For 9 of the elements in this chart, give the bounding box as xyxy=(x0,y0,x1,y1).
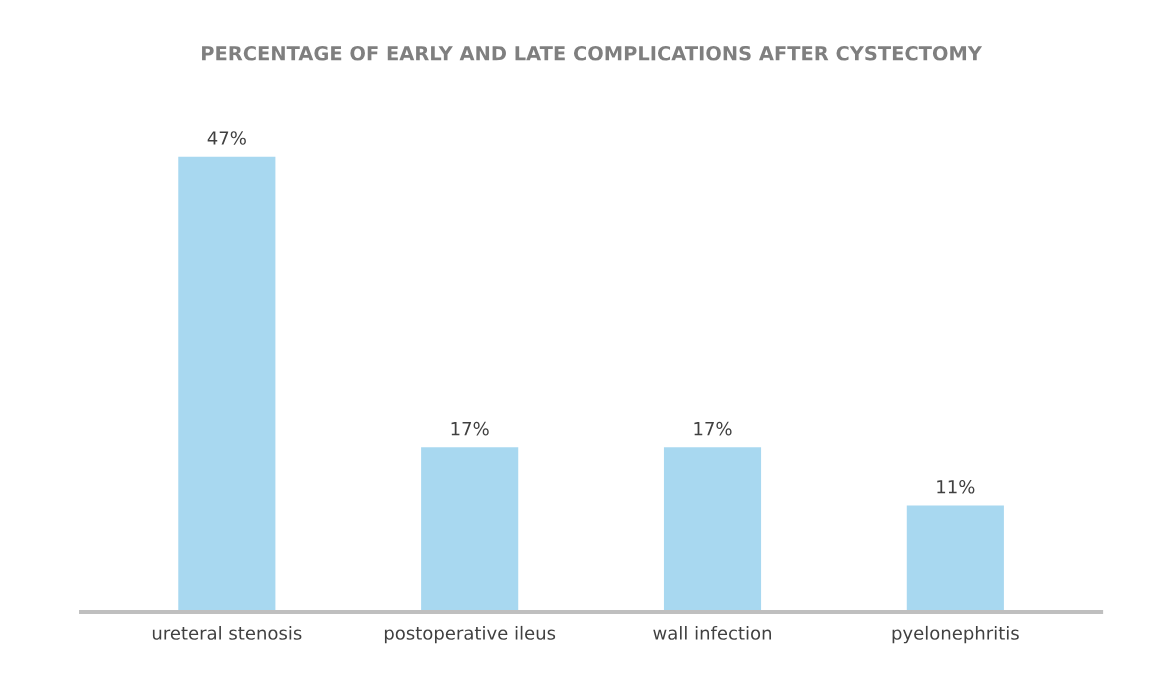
data-label: 47% xyxy=(207,131,246,145)
x-tick-label: ureteral stenosis xyxy=(152,625,302,640)
data-label: 17% xyxy=(451,421,489,436)
data-label: 11% xyxy=(937,479,975,494)
x-tick-label: pyelonephritis xyxy=(892,625,1019,644)
x-tick-label: postoperative ileus xyxy=(384,625,556,644)
x-tick-label: wall infection xyxy=(653,625,771,640)
data-label: 17% xyxy=(694,421,732,436)
chart-title: PERCENTAGE OF EARLY AND LATE COMPLICATIONS AFTER CYSTECTOMY xyxy=(202,45,983,61)
